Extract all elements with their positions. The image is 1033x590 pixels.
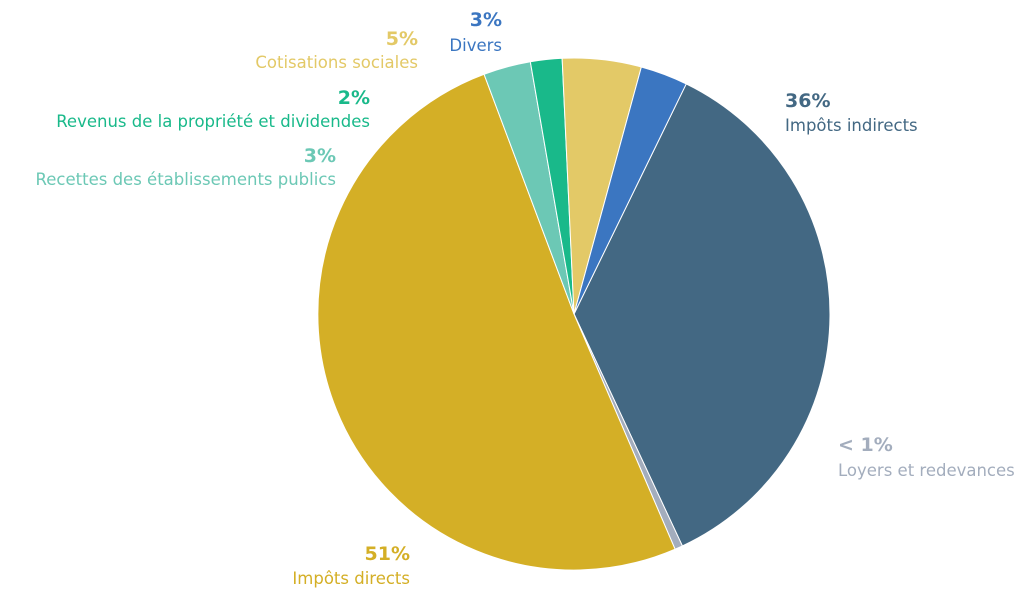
value-label-divers: 3% (470, 9, 502, 31)
slice-label-impots-directs: Impôts directs (292, 569, 410, 588)
pie-slice-0 (573, 83, 831, 547)
pie-slices (317, 57, 831, 571)
value-label-revenus-propriete: 2% (338, 87, 370, 109)
value-label-cotisations-sociales: 5% (386, 28, 418, 50)
value-label-recettes-etablissements: 3% (304, 145, 336, 167)
slice-label-recettes-etablissements: Recettes des établissements publics (36, 170, 336, 189)
slice-label-impots-indirects: Impôts indirects (785, 116, 918, 135)
pie-slice-6 (573, 66, 687, 315)
slice-label-loyers-redevances: Loyers et redevances (838, 461, 1015, 480)
value-label-loyers-redevances: < 1% (838, 434, 893, 456)
value-label-impots-directs: 51% (365, 543, 410, 565)
value-label-impots-indirects: 36% (785, 90, 830, 112)
pie-slice-2 (317, 73, 676, 571)
slice-label-revenus-propriete: Revenus de la propriété et dividendes (56, 112, 370, 131)
slice-label-divers: Divers (449, 36, 502, 55)
slice-label-cotisations-sociales: Cotisations sociales (255, 53, 418, 72)
